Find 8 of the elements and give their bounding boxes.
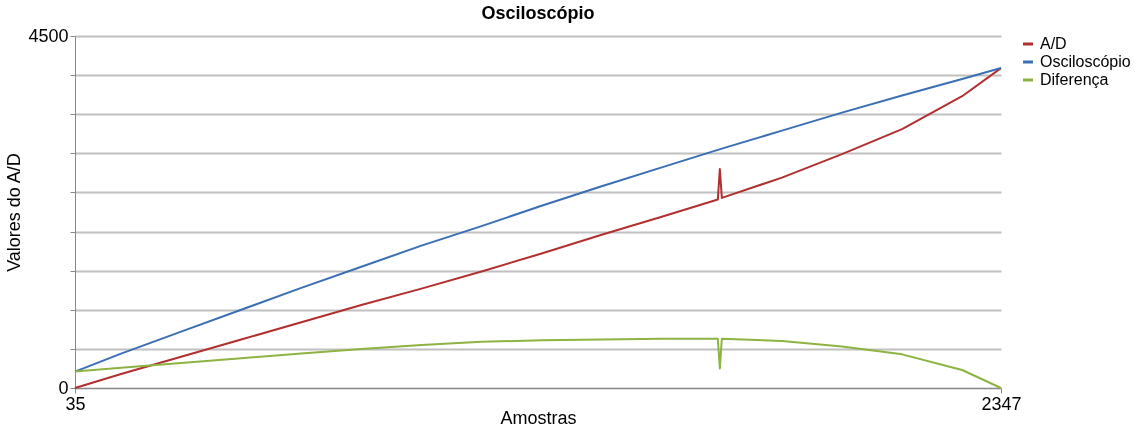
legend-label: A/D xyxy=(1040,35,1067,52)
legend-label: Diferença xyxy=(1040,71,1109,88)
chart-title: Osciloscópio xyxy=(481,3,595,23)
y-tick-label: 4500 xyxy=(28,25,69,46)
y-axis-title: Valores do A/D xyxy=(4,153,25,272)
x-axis-title: Amostras xyxy=(500,407,577,428)
legend-label: Osciloscópio xyxy=(1040,53,1131,70)
x-tick-label: 2347 xyxy=(981,393,1022,414)
